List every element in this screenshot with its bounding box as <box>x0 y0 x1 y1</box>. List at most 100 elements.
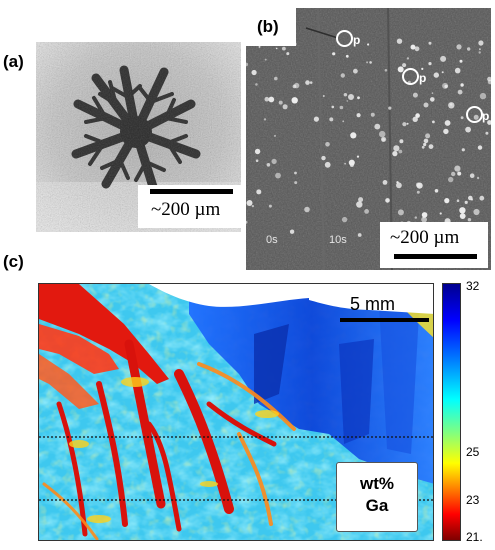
panel-a-scale-label: ~200 µm <box>151 199 221 220</box>
particle <box>443 128 449 135</box>
particle <box>459 59 463 63</box>
particle <box>478 48 481 51</box>
particle <box>278 100 283 105</box>
particle <box>479 92 487 100</box>
particle <box>356 155 360 158</box>
particle <box>444 198 450 204</box>
particle <box>370 112 375 117</box>
particle <box>473 208 480 216</box>
panel-a-label: (a) <box>3 52 24 71</box>
particle <box>350 132 357 139</box>
particle <box>479 195 485 201</box>
particle <box>294 171 297 175</box>
particle <box>321 155 326 161</box>
particle <box>402 63 407 68</box>
particle <box>393 145 400 152</box>
particle <box>465 126 471 133</box>
panel-c-label: (c) <box>3 252 24 271</box>
particle <box>357 233 362 237</box>
particle <box>357 96 360 100</box>
particle <box>382 180 388 185</box>
particle <box>434 189 439 193</box>
legend-element: Ga <box>365 496 389 515</box>
panel-b-scale-box: ~200 µm <box>380 222 488 268</box>
particle <box>402 122 407 127</box>
particle <box>428 62 432 66</box>
particle <box>348 159 355 166</box>
particle-marker-1 <box>336 30 353 47</box>
particle <box>454 165 461 172</box>
particle <box>263 118 267 121</box>
particle <box>342 120 345 123</box>
particle <box>448 176 454 183</box>
particle <box>428 144 434 150</box>
particle <box>294 181 298 185</box>
particle <box>286 52 290 56</box>
particle <box>421 212 428 218</box>
particle <box>332 52 336 56</box>
particle <box>356 113 361 118</box>
particle <box>442 82 449 89</box>
particle <box>339 105 344 110</box>
particle <box>416 190 420 194</box>
particle <box>478 40 484 46</box>
particle <box>431 92 434 94</box>
particle <box>421 216 427 223</box>
particle <box>397 209 404 216</box>
particle <box>440 55 447 62</box>
particle <box>313 116 319 122</box>
particle <box>366 61 369 64</box>
particle <box>430 97 435 102</box>
time-stamp-0s: 0s <box>266 234 278 246</box>
particle <box>367 43 370 46</box>
panel-b-scale-label: ~200 µm <box>390 227 460 248</box>
particle <box>251 69 257 76</box>
particle <box>396 182 402 189</box>
particle <box>415 182 421 187</box>
particle <box>476 176 480 180</box>
panel-c-scale-label: 5 mm <box>350 294 395 314</box>
particle <box>396 181 399 184</box>
particle <box>275 172 281 179</box>
particle <box>255 83 258 86</box>
particle <box>246 200 253 206</box>
particle <box>432 120 435 124</box>
particle <box>264 96 270 102</box>
particle <box>364 209 369 214</box>
particle <box>423 142 427 147</box>
particle <box>266 163 271 167</box>
panel-a-scale-box: ~200 µm <box>138 185 241 228</box>
particle <box>412 116 418 123</box>
particle <box>258 45 261 48</box>
particle <box>322 95 325 97</box>
particle <box>415 113 420 118</box>
particle <box>392 151 398 157</box>
particle <box>369 61 372 64</box>
panel-b-scale-bar <box>394 254 477 259</box>
particle <box>461 148 465 152</box>
particle <box>305 80 310 85</box>
colorbar-tick-25: 25 <box>466 445 480 459</box>
particle <box>423 138 429 144</box>
panel-c-scale-bar <box>340 318 429 322</box>
particle <box>414 46 420 52</box>
panel-a-scale-bar <box>150 189 233 194</box>
panel-b-label: (b) <box>257 17 279 36</box>
particle <box>385 198 390 203</box>
panel-c-legend-box: wt% Ga <box>336 462 418 532</box>
particle <box>454 67 461 74</box>
particle <box>406 57 410 60</box>
particle <box>292 84 297 89</box>
particle <box>397 66 404 73</box>
particle <box>441 71 444 74</box>
particle <box>340 73 345 78</box>
particle <box>456 44 462 50</box>
particle <box>396 38 403 44</box>
particle <box>331 105 335 109</box>
particle-marker-3 <box>466 106 483 123</box>
particle <box>399 139 404 144</box>
particle <box>348 94 354 100</box>
particle <box>344 162 346 165</box>
particle <box>282 104 288 110</box>
particle <box>460 83 464 87</box>
